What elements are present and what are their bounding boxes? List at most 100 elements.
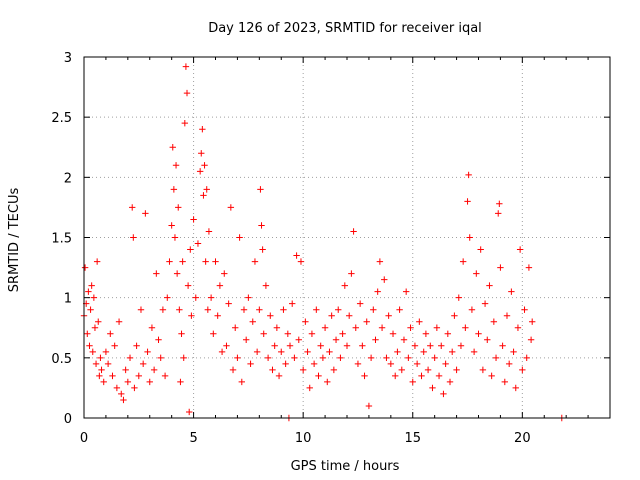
data-point	[521, 306, 528, 313]
data-point	[505, 360, 513, 368]
data-point	[486, 282, 493, 289]
data-point	[295, 336, 302, 343]
data-point	[148, 324, 156, 331]
data-point	[184, 282, 192, 289]
data-point	[236, 234, 243, 241]
data-point	[431, 354, 438, 362]
x-tick-label: 20	[514, 431, 531, 446]
data-point	[350, 228, 357, 235]
data-point	[135, 372, 142, 380]
data-point	[196, 168, 204, 175]
data-point	[201, 162, 208, 169]
data-point	[216, 282, 224, 289]
y-tick-label: 1	[64, 292, 72, 307]
data-point	[111, 342, 118, 349]
data-point	[130, 234, 137, 241]
data-point	[354, 360, 362, 368]
data-point	[142, 210, 149, 217]
data-point	[299, 366, 307, 374]
data-point	[199, 126, 206, 133]
data-point	[221, 270, 228, 277]
data-point	[429, 384, 436, 392]
data-point	[139, 360, 147, 368]
data-point	[519, 366, 526, 374]
data-point	[326, 348, 333, 356]
data-point	[378, 324, 386, 331]
data-point	[205, 228, 213, 235]
data-point	[459, 258, 467, 265]
data-point	[264, 354, 272, 362]
data-point	[291, 354, 298, 362]
data-point	[488, 372, 495, 380]
data-point	[249, 318, 256, 325]
data-point	[257, 186, 264, 193]
data-point	[155, 336, 162, 343]
data-point	[91, 324, 99, 331]
data-point	[473, 270, 480, 277]
data-point	[449, 348, 456, 356]
data-point	[259, 246, 266, 253]
data-point	[234, 354, 241, 362]
data-point	[510, 348, 517, 356]
x-tick-label: 15	[404, 431, 421, 446]
data-point	[308, 330, 316, 337]
data-point	[192, 294, 199, 301]
data-point	[88, 282, 95, 289]
data-point	[464, 198, 471, 205]
data-point	[442, 360, 449, 368]
data-point	[180, 354, 187, 362]
data-point	[527, 336, 535, 343]
y-tick-label: 0	[64, 412, 72, 427]
data-point	[435, 372, 443, 380]
data-point	[190, 216, 197, 223]
data-point	[481, 300, 489, 307]
x-tick-label: 10	[295, 431, 312, 446]
data-point	[253, 348, 261, 356]
data-point	[157, 354, 164, 362]
data-point	[416, 318, 423, 325]
data-point	[183, 89, 191, 97]
data-point	[372, 336, 379, 343]
data-point	[468, 306, 476, 313]
data-point	[348, 270, 355, 277]
y-tick-label: 3	[64, 51, 72, 66]
data-point	[514, 324, 522, 331]
data-point	[418, 372, 425, 380]
data-point	[306, 384, 313, 392]
data-point	[422, 330, 430, 337]
data-point	[280, 306, 287, 313]
data-point	[247, 360, 254, 368]
data-point	[251, 258, 259, 265]
data-point	[212, 258, 219, 265]
data-point	[204, 306, 212, 313]
data-point	[451, 312, 458, 319]
data-point	[289, 300, 296, 307]
data-point	[168, 222, 175, 229]
data-point	[492, 354, 500, 362]
data-points	[80, 63, 565, 422]
data-point	[186, 408, 193, 416]
x-tick-label: 0	[80, 431, 88, 446]
data-point	[175, 204, 182, 211]
data-point	[81, 264, 89, 271]
data-point	[177, 378, 184, 386]
data-point	[330, 366, 338, 374]
data-point	[356, 300, 364, 307]
data-point	[182, 63, 190, 70]
data-point	[465, 171, 472, 179]
data-point	[118, 390, 125, 398]
data-point	[84, 330, 91, 337]
data-point	[187, 246, 194, 253]
data-point	[310, 360, 318, 368]
data-point	[95, 318, 102, 325]
data-point	[113, 384, 121, 392]
data-point	[100, 378, 107, 386]
data-point	[286, 342, 294, 349]
data-point	[433, 324, 441, 331]
data-point	[335, 306, 342, 313]
data-point	[444, 330, 452, 337]
data-point	[133, 342, 140, 349]
data-point	[343, 342, 351, 349]
data-point	[120, 396, 127, 404]
